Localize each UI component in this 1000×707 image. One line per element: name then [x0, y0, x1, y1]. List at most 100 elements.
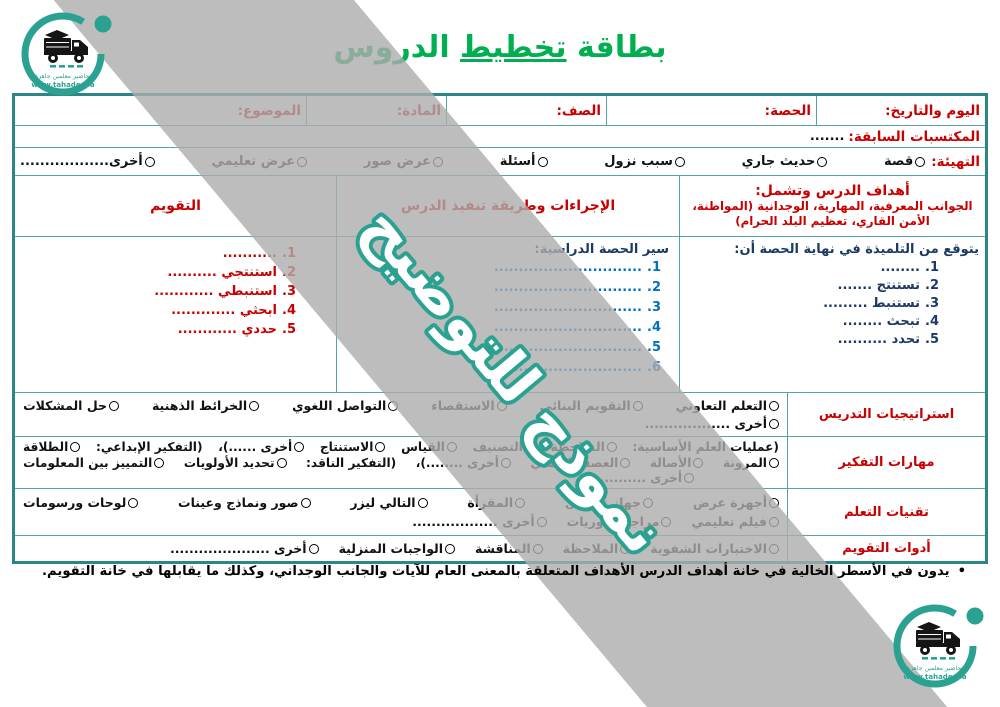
option-item[interactable]: حديث جاري: [742, 154, 828, 169]
list-item-number: 3.: [647, 300, 661, 315]
radio-circle-icon[interactable]: [769, 418, 779, 429]
radio-circle-icon[interactable]: [276, 457, 287, 468]
learning-tech-label: تقنيات التعلم: [787, 489, 985, 535]
objectives-body: يتوقع من التلميذة في نهاية الحصة أن: 1..…: [680, 237, 985, 392]
assessment-tools-row: أدوات التقويم الاختبارات الشفويةالملاحظة…: [15, 535, 985, 561]
option-item[interactable]: أخرى .....................: [170, 541, 319, 556]
objectives-list-title: يتوقع من التلميذة في نهاية الحصة أن:: [734, 242, 979, 257]
option-item[interactable]: أخرى ......)،: [218, 440, 305, 454]
option-item[interactable]: لوحات ورسومات: [23, 495, 139, 510]
option-label: أخرى..................: [20, 154, 143, 169]
date-field[interactable]: اليوم والتاريخ:: [817, 96, 985, 125]
option-label: حديث جاري: [741, 154, 816, 169]
option-item[interactable]: سبب نزول: [604, 154, 685, 169]
list-item-text: تبحث ........: [842, 314, 920, 329]
option-label: تحديد الأولويات: [183, 455, 275, 470]
radio-circle-icon[interactable]: [154, 457, 165, 468]
radio-circle-icon[interactable]: [769, 400, 779, 411]
class-field[interactable]: الصف:: [447, 96, 607, 125]
radio-circle-icon[interactable]: [417, 497, 428, 508]
list-item-number: 1.: [925, 260, 939, 275]
radio-circle-icon[interactable]: [769, 457, 779, 468]
option-item[interactable]: قصة: [884, 154, 926, 169]
option-item[interactable]: الخرائط الذهنية: [152, 398, 260, 413]
option-label: لوحات ورسومات: [23, 495, 127, 510]
truck-icon: [44, 30, 88, 68]
option-label: التواصل اللغوي: [292, 398, 387, 413]
option-item[interactable]: التالي ليزر: [350, 495, 428, 510]
list-item: 3. استنبطي ............: [15, 284, 296, 299]
option-item[interactable]: الواجبات المنزلية: [339, 541, 456, 556]
radio-circle-icon[interactable]: [300, 497, 311, 508]
list-item-text: تستنتج .......: [837, 278, 921, 293]
option-label: التعلم التعاوني: [675, 398, 767, 413]
brand-logo-top-left: تحاضير معلمين جاهزة www.tahader.sa: [21, 12, 112, 96]
radio-circle-icon[interactable]: [445, 543, 456, 554]
radio-circle-icon[interactable]: [375, 442, 386, 453]
radio-circle-icon[interactable]: [128, 497, 139, 508]
radio-circle-icon[interactable]: [308, 543, 319, 554]
option-item[interactable]: التواصل اللغوي: [292, 398, 399, 413]
radio-circle-icon[interactable]: [144, 156, 155, 167]
logo-slogan: تحاضير معلمين جاهزة: [35, 73, 91, 80]
option-label: قصة: [884, 154, 914, 169]
option-item[interactable]: أخرى..................: [20, 154, 155, 169]
option-item[interactable]: الاستنتاج: [320, 440, 386, 454]
page-title-part: بطاقة: [566, 30, 667, 65]
list-item-number: 5.: [647, 340, 661, 355]
prior-learning-label: المكتسبات السابقة:: [848, 128, 980, 145]
warmup-label: التهيئة:: [931, 153, 980, 170]
option-item[interactable]: التمييز بين المعلومات: [23, 455, 165, 470]
radio-circle-icon[interactable]: [294, 442, 305, 453]
list-item-number: 4.: [647, 320, 661, 335]
list-item: 3. تستنبط .........: [680, 296, 939, 311]
radio-circle-icon[interactable]: [537, 156, 548, 167]
footnote: • يدون في الأسطر الخالية في خانة أهداف ال…: [30, 564, 966, 579]
list-item-number: 2.: [925, 278, 939, 293]
list-item: 1.........: [680, 260, 939, 275]
option-label: أخرى .....................: [169, 541, 307, 556]
bullet-icon: •: [957, 564, 966, 579]
option-item[interactable]: الطلاقة: [23, 440, 81, 454]
objectives-column: أهداف الدرس وتشمل: الجوانب المعرفية، الم…: [680, 176, 985, 392]
list-item: 4. تبحث ........: [680, 314, 939, 329]
list-item-number: 4.: [282, 303, 296, 318]
radio-circle-icon[interactable]: [249, 400, 260, 411]
logo-dot-icon: [966, 607, 984, 625]
option-item[interactable]: حل المشكلات: [23, 398, 119, 413]
option-label: الاستنتاج: [319, 440, 374, 455]
list-item-number: 3.: [925, 296, 939, 311]
evaluation-header: التقويم: [15, 176, 336, 237]
radio-circle-icon[interactable]: [915, 156, 926, 167]
option-item[interactable]: تحديد الأولويات: [184, 456, 287, 470]
option-label: التالي ليزر: [350, 495, 416, 510]
list-item: 1............: [15, 246, 296, 261]
period-field[interactable]: الحصة:: [607, 96, 817, 125]
list-item-number: 1.: [647, 260, 661, 275]
objectives-title: أهداف الدرس وتشمل:: [755, 183, 910, 200]
radio-circle-icon[interactable]: [674, 156, 685, 167]
list-item: 5. حددي ............: [15, 322, 296, 337]
page-title-underlined: تخطيط: [460, 30, 567, 65]
list-item-text: ........: [880, 260, 920, 275]
prior-learning-row[interactable]: المكتسبات السابقة: .......: [15, 125, 985, 147]
list-item-number: 3.: [282, 284, 296, 299]
list-item: 4. ابحثي .............: [15, 303, 296, 318]
radio-circle-icon[interactable]: [817, 156, 828, 167]
option-label: التمييز بين المعلومات: [23, 455, 153, 470]
radio-circle-icon[interactable]: [70, 442, 81, 453]
list-item-text: حددي ............: [177, 322, 277, 337]
option-item[interactable]: صور ونماذج وعينات: [178, 495, 311, 510]
prior-learning-blank: .......: [809, 129, 845, 144]
logo-slogan: تحاضير معلمين جاهزة: [907, 665, 963, 672]
list-item: 5. تحدد ..........: [680, 332, 939, 347]
option-item[interactable]: أسئلة: [500, 154, 548, 169]
list-item: 2. تستنتج .......: [680, 278, 940, 293]
list-item-number: 2.: [647, 280, 661, 295]
logo-site-url: www.tahader.sa: [903, 673, 966, 681]
radio-circle-icon[interactable]: [108, 400, 119, 411]
option-item[interactable]: التعلم التعاوني: [676, 398, 779, 413]
objectives-header: أهداف الدرس وتشمل: الجوانب المعرفية، الم…: [680, 176, 985, 237]
truck-icon: [916, 622, 960, 660]
brand-logo-bottom-right: تحاضير معلمين جاهزة www.tahader.sa: [893, 604, 984, 688]
